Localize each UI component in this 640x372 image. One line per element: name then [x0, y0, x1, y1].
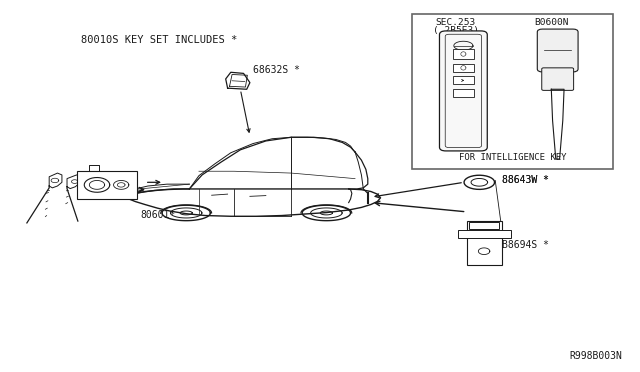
- Text: FOR INTELLIGENCE KEY: FOR INTELLIGENCE KEY: [459, 153, 566, 162]
- Bar: [77, 171, 137, 199]
- Text: 88643W *: 88643W *: [502, 176, 548, 186]
- FancyBboxPatch shape: [541, 68, 573, 90]
- Bar: [453, 89, 474, 97]
- Bar: [467, 221, 502, 265]
- Text: SEC.253: SEC.253: [436, 18, 476, 27]
- Text: 80601*: 80601*: [140, 210, 175, 220]
- Bar: [469, 222, 499, 229]
- Bar: [458, 230, 511, 238]
- Text: ( 2B5E3): ( 2B5E3): [433, 26, 479, 35]
- Bar: [412, 14, 613, 169]
- Text: 80010S KEY SET INCLUDES *: 80010S KEY SET INCLUDES *: [81, 35, 237, 45]
- Bar: [453, 49, 474, 59]
- Bar: [453, 76, 474, 84]
- Text: B8694S *: B8694S *: [502, 240, 548, 250]
- Text: 88643W *: 88643W *: [502, 176, 548, 186]
- FancyBboxPatch shape: [440, 31, 487, 151]
- Text: R998B003N: R998B003N: [570, 352, 623, 361]
- Text: B0600N: B0600N: [534, 18, 568, 27]
- FancyBboxPatch shape: [538, 29, 578, 72]
- Bar: [453, 64, 474, 71]
- Text: 68632S *: 68632S *: [253, 65, 300, 75]
